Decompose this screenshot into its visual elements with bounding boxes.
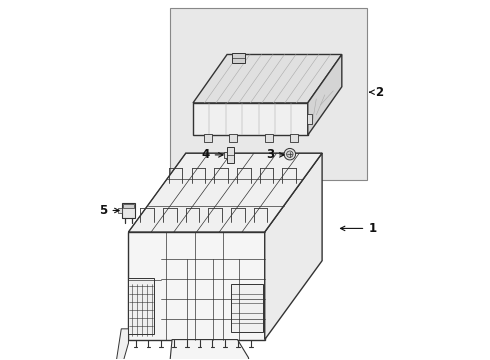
Bar (122, 203, 135, 218)
Polygon shape (265, 153, 322, 339)
Text: 1: 1 (341, 222, 376, 235)
Bar (231, 284, 263, 332)
Bar (229, 134, 237, 141)
Bar (128, 278, 153, 334)
Bar (118, 208, 122, 213)
Bar (123, 204, 134, 208)
Bar (224, 152, 227, 158)
Bar (232, 53, 245, 63)
Polygon shape (128, 153, 322, 232)
Circle shape (287, 151, 293, 157)
Bar (290, 134, 298, 141)
Text: 4: 4 (201, 148, 223, 161)
Bar (227, 147, 234, 163)
Bar (265, 134, 272, 141)
Circle shape (284, 148, 295, 160)
Text: 5: 5 (99, 204, 119, 217)
Text: 3: 3 (266, 148, 284, 161)
Polygon shape (170, 339, 254, 360)
Polygon shape (193, 54, 342, 103)
Bar (170, 8, 367, 180)
Bar (307, 114, 313, 125)
Polygon shape (128, 232, 265, 339)
Polygon shape (308, 54, 342, 135)
Polygon shape (193, 103, 308, 135)
Text: 2: 2 (369, 86, 384, 99)
Polygon shape (114, 329, 128, 360)
Bar (204, 134, 212, 141)
